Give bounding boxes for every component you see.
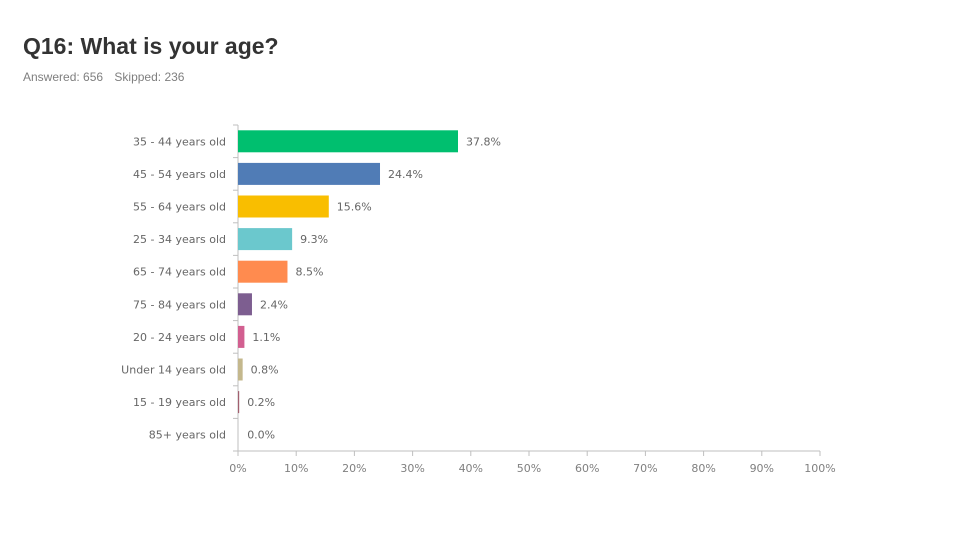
x-tick-label: 80%: [691, 462, 715, 475]
category-label: 75 - 84 years old: [133, 298, 226, 311]
category-label: 35 - 44 years old: [133, 135, 226, 148]
data-label: 0.8%: [251, 364, 279, 377]
category-label: 65 - 74 years old: [133, 266, 226, 279]
bar: [238, 325, 245, 348]
chart-title: Q16: What is your age?: [23, 33, 279, 59]
data-label: 0.2%: [247, 396, 275, 409]
data-label: 2.4%: [260, 298, 288, 311]
x-tick-label: 50%: [517, 462, 541, 475]
x-tick-label: 10%: [284, 462, 308, 475]
category-label: 20 - 24 years old: [133, 331, 226, 344]
bar: [238, 391, 240, 414]
x-tick-label: 100%: [804, 462, 835, 475]
data-label: 37.8%: [466, 135, 501, 148]
x-tick-label: 40%: [459, 462, 483, 475]
data-label: 15.6%: [337, 201, 372, 214]
bar: [238, 162, 381, 185]
x-tick-label: 20%: [342, 462, 366, 475]
data-label: 8.5%: [295, 266, 323, 279]
category-label: 45 - 54 years old: [133, 168, 226, 181]
bar: [238, 228, 293, 251]
response-counts: Answered: 656 Skipped: 236: [23, 70, 184, 84]
bar: [238, 130, 458, 153]
x-tick-label: 70%: [633, 462, 657, 475]
data-label: 9.3%: [300, 233, 328, 246]
data-label: 24.4%: [388, 168, 423, 181]
category-label: 25 - 34 years old: [133, 233, 226, 246]
category-label: 55 - 64 years old: [133, 201, 226, 214]
x-tick-label: 90%: [750, 462, 774, 475]
category-label: Under 14 years old: [121, 364, 226, 377]
bar: [238, 195, 329, 218]
data-label: 1.1%: [252, 331, 280, 344]
data-label: 0.0%: [247, 429, 275, 442]
category-label: 15 - 19 years old: [133, 396, 226, 409]
x-tick-label: 60%: [575, 462, 599, 475]
x-tick-label: 0%: [229, 462, 246, 475]
category-label: 85+ years old: [149, 429, 226, 442]
skipped-count: Skipped: 236: [114, 70, 185, 84]
bar: [238, 358, 243, 381]
answered-count: Answered: 656: [23, 70, 104, 84]
bar: [238, 293, 252, 316]
x-tick-label: 30%: [400, 462, 424, 475]
bar: [238, 260, 288, 283]
